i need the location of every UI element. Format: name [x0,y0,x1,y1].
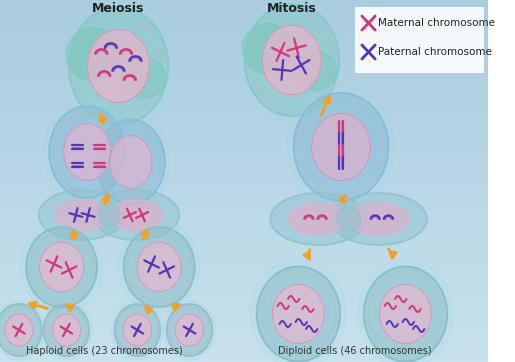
Ellipse shape [44,304,89,356]
Ellipse shape [118,221,200,313]
Text: Diploid cells (46 chromosomes): Diploid cells (46 chromosomes) [279,346,432,356]
Ellipse shape [92,113,170,211]
Ellipse shape [68,7,168,125]
Ellipse shape [312,114,370,181]
Ellipse shape [109,199,163,231]
Ellipse shape [64,123,111,181]
Ellipse shape [380,285,432,344]
Ellipse shape [115,304,160,356]
Ellipse shape [250,260,347,362]
Ellipse shape [294,52,337,91]
Ellipse shape [39,190,125,240]
Ellipse shape [364,266,447,362]
Ellipse shape [245,4,339,116]
Ellipse shape [121,57,166,98]
Ellipse shape [357,260,453,362]
Bar [355,7,483,72]
Ellipse shape [111,300,164,360]
Ellipse shape [349,203,409,235]
Ellipse shape [5,314,33,346]
Ellipse shape [331,193,427,245]
Ellipse shape [97,119,165,205]
Ellipse shape [257,266,340,362]
Ellipse shape [40,242,83,292]
Text: Meiosis: Meiosis [92,3,145,16]
Ellipse shape [137,242,181,292]
Ellipse shape [26,227,97,307]
Ellipse shape [40,300,93,360]
Ellipse shape [237,0,346,125]
Ellipse shape [294,93,388,201]
Ellipse shape [0,300,45,360]
Ellipse shape [110,136,152,188]
Ellipse shape [167,304,212,356]
Ellipse shape [123,314,151,346]
Ellipse shape [21,221,102,313]
Ellipse shape [88,29,149,102]
Ellipse shape [270,193,367,245]
Text: Paternal chromosome: Paternal chromosome [378,47,492,57]
Ellipse shape [286,85,396,209]
Ellipse shape [272,285,324,344]
Ellipse shape [242,24,294,74]
Ellipse shape [336,206,361,232]
Text: Haploid cells (23 chromosomes): Haploid cells (23 chromosomes) [26,346,183,356]
Ellipse shape [49,106,125,198]
Ellipse shape [66,28,121,81]
Ellipse shape [44,99,131,205]
Ellipse shape [288,203,348,235]
Text: Maternal chromosome: Maternal chromosome [378,18,495,28]
Ellipse shape [263,25,321,95]
Ellipse shape [176,314,203,346]
Ellipse shape [93,190,179,240]
Text: Mitosis: Mitosis [267,3,317,16]
Ellipse shape [61,0,176,134]
Ellipse shape [163,300,216,360]
Ellipse shape [55,199,109,231]
Ellipse shape [0,304,42,356]
Ellipse shape [98,202,120,227]
Ellipse shape [52,314,80,346]
Ellipse shape [124,227,195,307]
